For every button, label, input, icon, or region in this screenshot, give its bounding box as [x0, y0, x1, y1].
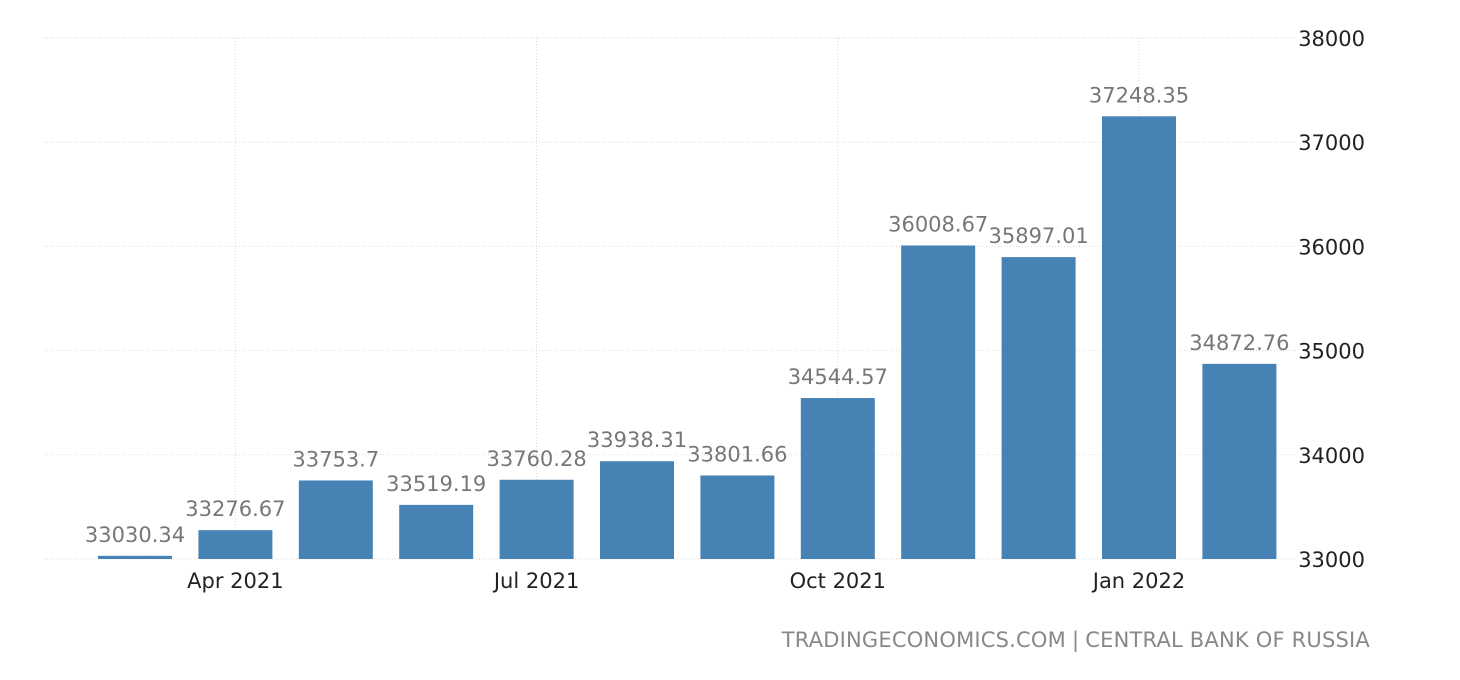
- y-tick-label: 37000: [1298, 131, 1365, 155]
- data-label: 35897.01: [988, 224, 1088, 248]
- bar: [800, 398, 875, 559]
- bar: [298, 480, 373, 559]
- source-credit: TRADINGECONOMICS.COM | CENTRAL BANK OF RUS…: [760, 628, 1370, 652]
- bar: [1202, 363, 1277, 559]
- data-label: 37248.35: [1089, 83, 1189, 107]
- bar: [600, 461, 674, 559]
- y-tick-label: 36000: [1298, 235, 1365, 259]
- bar: [98, 555, 172, 559]
- x-tick-label: Jan 2022: [1091, 569, 1186, 593]
- x-tick-label: Jul 2021: [492, 569, 579, 593]
- x-axis-ticks: Apr 2021 Jul 2021 Oct 2021 Jan 2022: [187, 569, 1185, 593]
- y-tick-label: 38000: [1298, 27, 1365, 51]
- source-org: CENTRAL BANK OF RUSSIA: [1085, 628, 1370, 652]
- data-label: 33938.31: [587, 428, 687, 452]
- y-axis-ticks: 33000 34000 35000 36000 37000 38000: [1298, 27, 1365, 572]
- value-labels: 33030.3433276.6733753.733519.1933760.283…: [85, 83, 1290, 547]
- y-tick-label: 33000: [1298, 548, 1365, 572]
- bar: [399, 504, 474, 559]
- x-tick-label: Oct 2021: [790, 569, 886, 593]
- data-label: 33519.19: [386, 472, 486, 496]
- x-tick-label: Apr 2021: [187, 569, 283, 593]
- data-label: 33760.28: [486, 447, 586, 471]
- data-label: 34872.76: [1189, 331, 1289, 355]
- bar: [499, 479, 574, 559]
- data-label: 33801.66: [687, 442, 787, 466]
- source-separator: |: [1071, 628, 1080, 652]
- bar: [1102, 116, 1176, 559]
- data-label: 34544.57: [788, 365, 888, 389]
- bar: [1001, 257, 1076, 559]
- bar: [901, 245, 976, 559]
- y-tick-label: 34000: [1298, 444, 1365, 468]
- bar: [700, 475, 775, 559]
- bar: [198, 530, 273, 559]
- y-tick-label: 35000: [1298, 340, 1365, 364]
- data-label: 33276.67: [185, 497, 285, 521]
- data-label: 36008.67: [888, 212, 988, 236]
- data-label: 33753.7: [292, 447, 379, 471]
- source-site: TRADINGECONOMICS.COM: [781, 628, 1066, 652]
- data-label: 33030.34: [85, 523, 185, 547]
- bars: [98, 116, 1277, 559]
